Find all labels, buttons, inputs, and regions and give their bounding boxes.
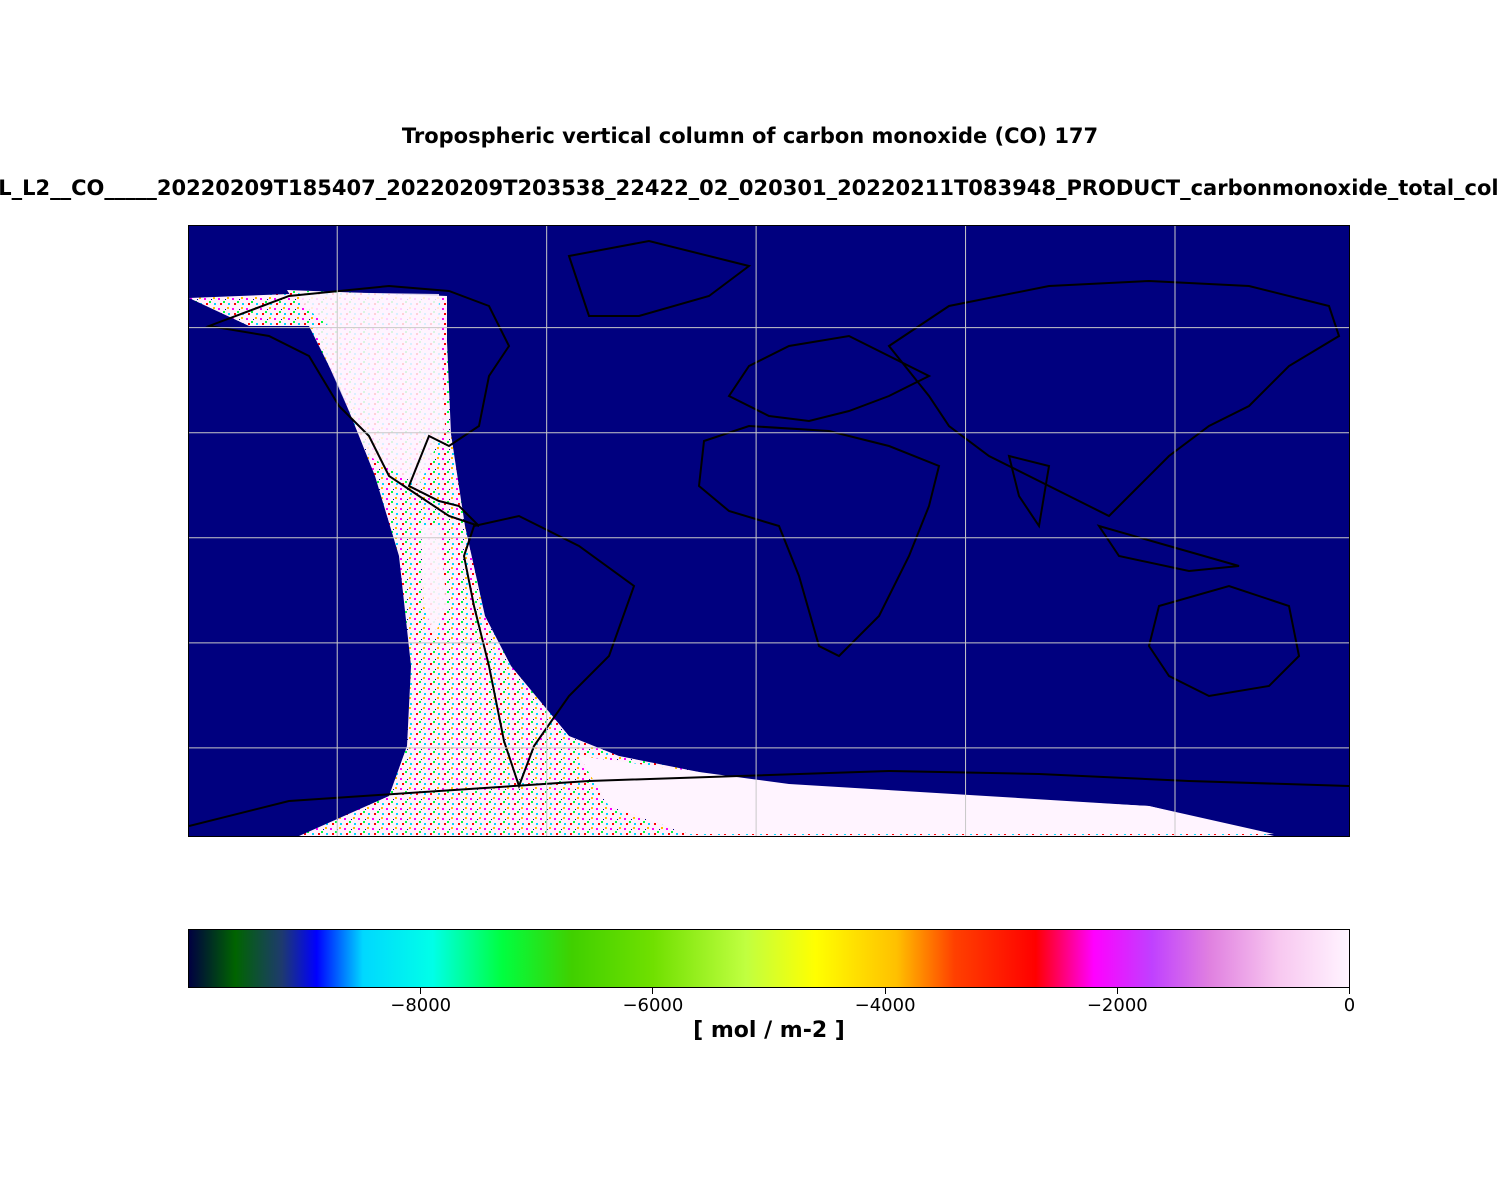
map-panel[interactable] [188, 225, 1350, 837]
swath-north [299, 292, 445, 486]
swath-noise [287, 290, 1274, 836]
colorbar-tick-label: −8000 [390, 995, 452, 1016]
colorbar-tick-label: −2000 [1086, 995, 1148, 1016]
coast-australia [1147, 584, 1301, 698]
colorbar-tick-mark [1349, 988, 1350, 994]
coast-north-america [205, 284, 511, 527]
coast-indonesia [1096, 524, 1240, 573]
coast-greenland [567, 239, 752, 317]
colorbar-tick-label: −4000 [854, 995, 916, 1016]
colorbar-unit-label: [ mol / m-2 ] [693, 1018, 845, 1043]
colorbar [188, 929, 1350, 988]
colorbar-tick-mark [652, 988, 654, 994]
map-title: Tropospheric vertical column of carbon m… [401, 124, 1099, 148]
colorbar-tick-label: −6000 [622, 995, 684, 1016]
graticule [189, 226, 1349, 836]
coast-asia [887, 279, 1341, 518]
colorbar-tick-mark [420, 988, 422, 994]
coastlines [189, 239, 1349, 827]
map-canvas [189, 226, 1349, 836]
coast-south-america [462, 514, 636, 789]
swath-pale-band [421, 526, 447, 636]
coast-antarctica [189, 769, 1349, 827]
colorbar-tick-mark [1116, 988, 1118, 994]
colorbar-tick-mark [884, 988, 886, 994]
coast-india [1007, 454, 1051, 529]
satellite-swath [189, 290, 1274, 836]
coast-africa [697, 424, 941, 658]
coast-europe [727, 334, 932, 423]
swath-alaska [189, 294, 329, 326]
colorbar-tick-label: 0 [1343, 995, 1356, 1016]
swath-antarctic [579, 756, 1274, 834]
